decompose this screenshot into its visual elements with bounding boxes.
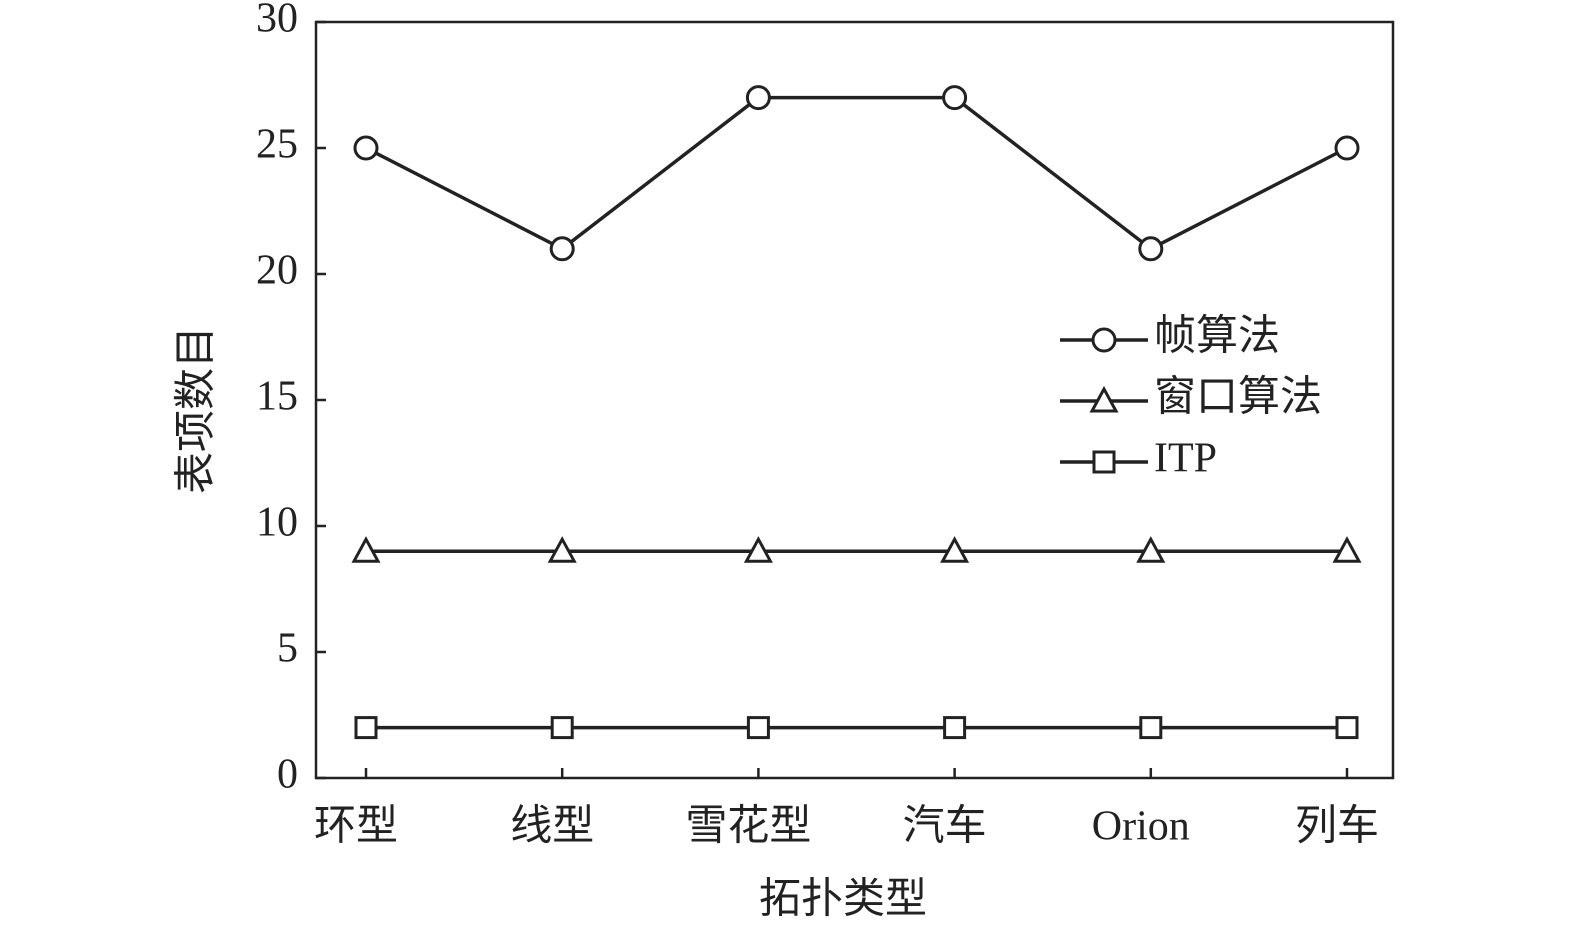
y-tick-label: 10 xyxy=(256,500,298,546)
marker xyxy=(353,135,379,161)
x-tick-label: 列车 xyxy=(1295,804,1379,850)
y-tick-label: 30 xyxy=(256,0,298,42)
marker xyxy=(942,85,968,111)
marker xyxy=(354,716,378,740)
x-axis-label: 拓扑类型 xyxy=(759,877,927,923)
legend-label: 帧算法 xyxy=(1154,314,1280,360)
legend-marker xyxy=(1092,450,1116,474)
series-line xyxy=(365,95,1348,251)
marker xyxy=(547,536,577,563)
y-tick-label: 0 xyxy=(277,752,298,798)
marker xyxy=(1335,716,1359,740)
x-tick-label: 汽车 xyxy=(903,804,987,850)
marker xyxy=(746,716,770,740)
legend-marker xyxy=(1089,385,1119,413)
marker xyxy=(549,236,575,262)
marker xyxy=(351,536,381,563)
marker xyxy=(940,536,970,563)
legend-marker xyxy=(1091,327,1117,353)
marker xyxy=(1138,236,1164,262)
marker xyxy=(743,536,773,563)
marker xyxy=(943,716,967,740)
marker xyxy=(745,85,771,111)
marker xyxy=(1139,716,1163,740)
y-tick-label: 15 xyxy=(256,374,298,420)
legend-label: 窗口算法 xyxy=(1154,375,1322,421)
y-tick-label: 20 xyxy=(256,248,298,294)
y-tick-label: 5 xyxy=(277,626,298,672)
marker xyxy=(1136,536,1166,563)
y-tick-label: 25 xyxy=(256,122,298,168)
marker xyxy=(1332,536,1362,563)
marker xyxy=(550,716,574,740)
marker xyxy=(1334,135,1360,161)
x-tick-label: 线型 xyxy=(510,804,594,850)
x-tick-label: Orion xyxy=(1092,804,1190,850)
legend-label: ITP xyxy=(1154,436,1217,482)
y-axis-label: 表项数目 xyxy=(174,326,220,494)
x-tick-label: 环型 xyxy=(314,804,398,850)
x-tick-label: 雪花型 xyxy=(685,804,811,850)
